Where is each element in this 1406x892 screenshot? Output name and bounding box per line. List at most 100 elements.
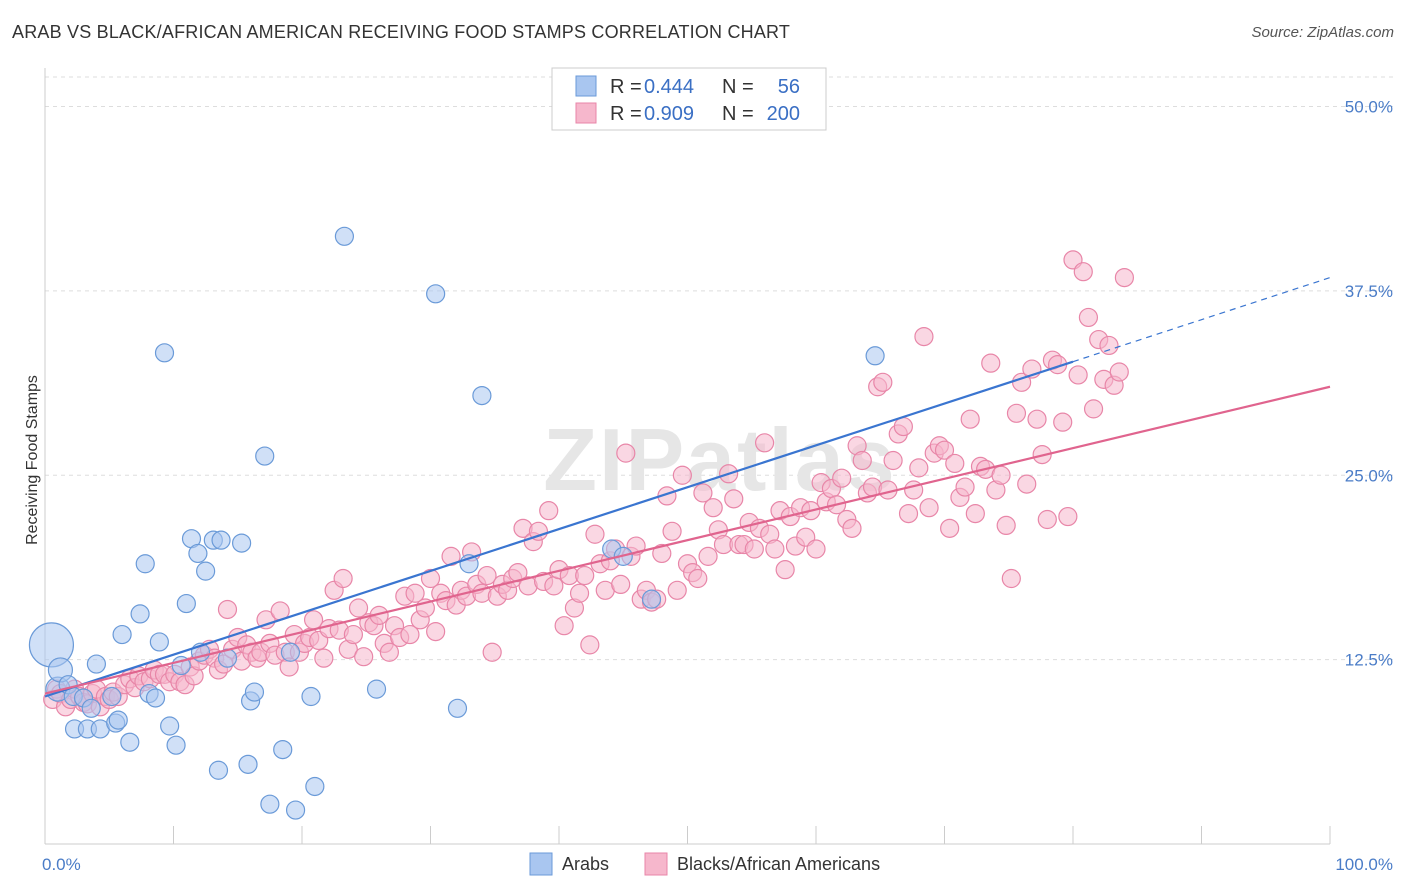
point-blacks (554, 616, 574, 636)
legend-r-label-arabs: R = (610, 76, 642, 98)
point-arabs (334, 226, 355, 246)
point-blacks (1114, 268, 1135, 288)
point-arabs (102, 686, 122, 707)
point-arabs (160, 716, 180, 736)
point-arabs (641, 589, 662, 609)
point-blacks (852, 450, 872, 471)
point-blacks (955, 477, 975, 497)
point-blacks (1073, 262, 1093, 282)
point-arabs (447, 698, 468, 718)
legend-swatch-arabs (575, 75, 597, 97)
trend-lines (44, 277, 1331, 698)
point-blacks (1006, 403, 1027, 423)
point-arabs (81, 698, 101, 718)
y-tick-labels: 12.5% 25.0% 37.5% 50.0% (1345, 98, 1393, 670)
point-blacks (1017, 474, 1037, 494)
bottom-legend: Arabs Blacks/African Americans (529, 852, 880, 876)
point-arabs (273, 739, 293, 760)
point-blacks (405, 583, 425, 603)
point-blacks (611, 574, 631, 595)
point-blacks (652, 543, 672, 564)
point-blacks (672, 465, 692, 485)
point-blacks (662, 521, 682, 541)
point-blacks (909, 458, 929, 478)
point-blacks (1099, 335, 1119, 356)
point-blacks (806, 539, 826, 559)
point-arabs (149, 632, 169, 652)
point-blacks (314, 648, 334, 668)
point-blacks (575, 565, 595, 586)
point-arabs (280, 642, 301, 662)
legend-r-value-blacks: 0.909 (644, 103, 694, 125)
point-arabs (285, 800, 306, 820)
legend-n-label-arabs: N = (722, 76, 754, 98)
point-blacks (379, 642, 399, 662)
point-blacks (914, 327, 934, 347)
point-arabs (260, 794, 280, 814)
point-arabs (238, 754, 258, 774)
point-blacks (400, 624, 420, 645)
point-blacks (1109, 362, 1129, 382)
source-credit: Source: ZipAtlas.com (1251, 24, 1394, 41)
legend-n-value-arabs: 56 (778, 76, 800, 98)
bottom-legend-swatch-blacks (644, 852, 668, 876)
point-arabs (86, 654, 107, 674)
point-blacks (420, 568, 441, 589)
axes (44, 68, 1331, 845)
legend-n-label-blacks: N = (722, 103, 754, 125)
point-arabs (301, 686, 321, 707)
point-blacks (703, 498, 723, 518)
point-arabs (166, 735, 186, 755)
point-arabs (108, 710, 128, 730)
x-tick-label: 100.0% (1335, 855, 1393, 874)
point-blacks (539, 501, 559, 521)
trend-line-blacks (44, 385, 1331, 695)
point-arabs (366, 679, 387, 699)
grid-lines (45, 76, 1395, 661)
bottom-legend-label-blacks: Blacks/African Americans (677, 854, 880, 874)
point-blacks (580, 635, 600, 655)
point-arabs (211, 530, 231, 550)
legend-r-label-blacks: R = (610, 103, 642, 125)
point-arabs (472, 386, 492, 406)
point-blacks (217, 599, 238, 620)
point-blacks (1083, 399, 1104, 419)
point-blacks (343, 624, 363, 645)
point-blacks (832, 468, 852, 488)
point-blacks (919, 498, 939, 518)
point-arabs (135, 554, 155, 574)
point-blacks (940, 518, 960, 538)
point-blacks (1053, 412, 1073, 432)
point-blacks (1078, 307, 1099, 328)
point-blacks (333, 568, 353, 589)
point-blacks (256, 610, 276, 630)
point-blacks (883, 450, 903, 471)
point-blacks (616, 443, 636, 463)
bottom-legend-label-arabs: Arabs (562, 854, 609, 874)
point-blacks (693, 483, 713, 503)
point-blacks (1001, 568, 1021, 589)
point-blacks (348, 598, 369, 618)
y-tick-label: 50.0% (1345, 98, 1393, 117)
point-blacks (698, 546, 718, 566)
point-blacks (898, 503, 919, 524)
point-arabs (426, 284, 446, 304)
point-arabs (244, 682, 265, 702)
point-blacks (667, 580, 687, 600)
y-tick-label: 12.5% (1345, 651, 1393, 670)
point-blacks (991, 465, 1011, 485)
point-blacks (893, 416, 913, 437)
trend-line-arabs (44, 360, 1074, 698)
point-blacks (945, 453, 965, 474)
point-arabs (196, 561, 216, 581)
point-arabs (120, 732, 140, 752)
point-arabs (255, 446, 275, 466)
trend-line-arabs-extension (1072, 277, 1331, 363)
point-arabs (112, 624, 132, 645)
point-blacks (688, 568, 708, 589)
series-arabs-points (28, 226, 885, 820)
point-blacks (1027, 409, 1047, 429)
legend-swatch-blacks (575, 102, 597, 124)
point-blacks (426, 621, 446, 642)
